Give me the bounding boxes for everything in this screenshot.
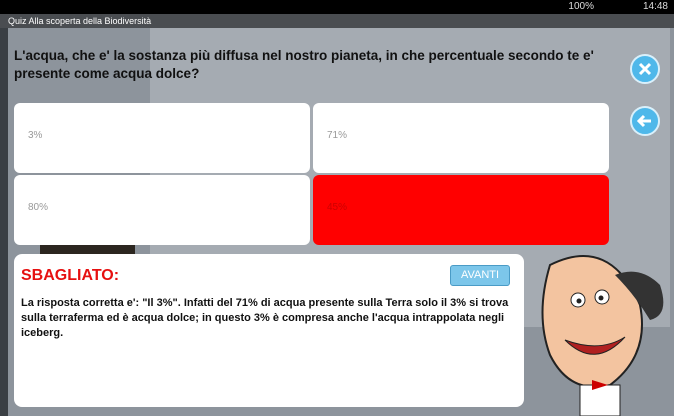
feedback-box: SBAGLIATO: AVANTI La risposta corretta e…: [14, 254, 524, 407]
status-bar: 100% 14:48: [0, 0, 674, 14]
next-button[interactable]: AVANTI: [450, 265, 510, 286]
feedback-text: La risposta corretta e': "Il 3%". Infatt…: [21, 296, 511, 341]
answer[interactable]: 71%: [313, 103, 609, 173]
close-icon: [632, 56, 658, 82]
close-button[interactable]: [630, 54, 660, 84]
back-button[interactable]: [630, 106, 660, 136]
answer[interactable]: 80%: [14, 175, 310, 245]
screen: 100% 14:48 Quiz Alla scoperta della Biod…: [0, 0, 674, 416]
mascot: [520, 245, 674, 416]
answer[interactable]: 3%: [14, 103, 310, 173]
back-icon: [632, 108, 658, 134]
question: L'acqua, che e' la sostanza più diffusa …: [14, 47, 604, 83]
answer-wrong[interactable]: 45%: [313, 175, 609, 245]
feedback-title: SBAGLIATO:: [21, 267, 119, 285]
app-title: Quiz Alla scoperta della Biodiversità: [0, 14, 674, 28]
battery: 100%: [568, 1, 594, 12]
clock: 14:48: [643, 1, 668, 12]
left-edge: [0, 0, 8, 416]
